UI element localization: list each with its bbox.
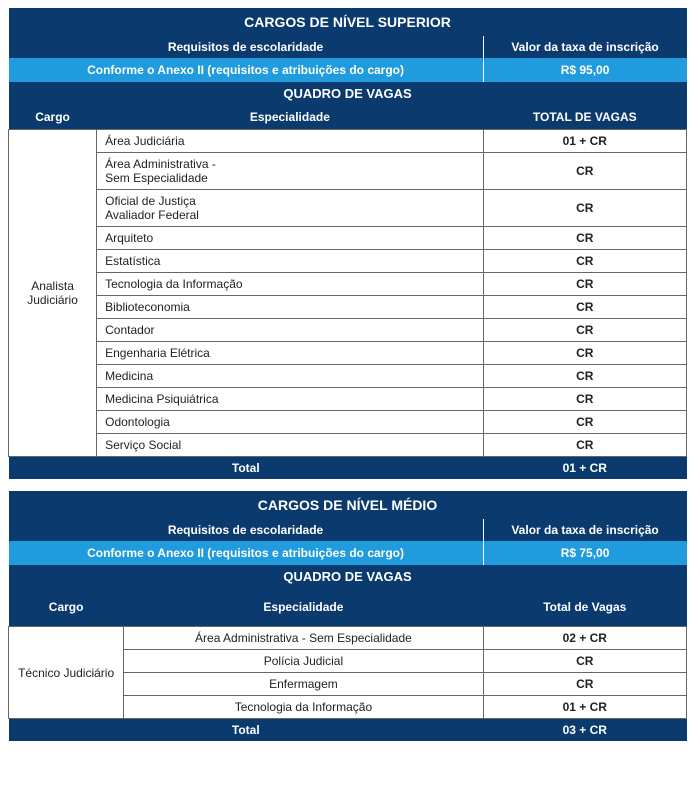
vagas-cell: CR (483, 296, 686, 319)
total-label-medio: Total (9, 719, 484, 742)
vagas-cell: CR (483, 650, 686, 673)
vagas-cell: CR (483, 273, 686, 296)
vagas-cell: CR (483, 190, 686, 227)
total-label-superior: Total (9, 457, 484, 480)
vagas-cell: 01 + CR (483, 696, 686, 719)
vagas-cell: CR (483, 227, 686, 250)
especialidade-cell: Área Administrativa - Sem Especialidade (97, 153, 483, 190)
sub-requisitos-medio: Requisitos de escolaridade (9, 519, 484, 541)
vagas-cell: 01 + CR (483, 130, 686, 153)
especialidade-cell: Medicina Psiquiátrica (97, 388, 483, 411)
especialidade-cell: Arquiteto (97, 227, 483, 250)
especialidade-cell: Tecnologia da Informação (124, 696, 483, 719)
sub-taxa-medio: Valor da taxa de inscrição (483, 519, 686, 541)
tabela-medio: CARGOS DE NÍVEL MÉDIO Requisitos de esco… (8, 491, 687, 741)
vagas-cell: 02 + CR (483, 627, 686, 650)
accent-requisitos-medio: Conforme o Anexo II (requisitos e atribu… (9, 541, 484, 565)
especialidade-cell: Oficial de JustiçaAvaliador Federal (97, 190, 483, 227)
especialidade-cell: Tecnologia da Informação (97, 273, 483, 296)
accent-taxa: R$ 95,00 (483, 58, 686, 82)
especialidade-cell: Estatística (97, 250, 483, 273)
especialidade-cell: Medicina (97, 365, 483, 388)
col-total: TOTAL DE VAGAS (483, 105, 686, 130)
vagas-cell: CR (483, 673, 686, 696)
vagas-cell: CR (483, 342, 686, 365)
especialidade-cell: Serviço Social (97, 434, 483, 457)
tabela-superior: CARGOS DE NÍVEL SUPERIOR Requisitos de e… (8, 8, 687, 479)
especialidade-cell: Contador (97, 319, 483, 342)
vagas-cell: CR (483, 434, 686, 457)
vagas-cell: CR (483, 153, 686, 190)
titulo-medio: CARGOS DE NÍVEL MÉDIO (9, 491, 687, 519)
total-valor-superior: 01 + CR (483, 457, 686, 480)
cargo-cell: Analista Judiciário (9, 130, 97, 457)
vagas-cell: CR (483, 365, 686, 388)
titulo-superior: CARGOS DE NÍVEL SUPERIOR (9, 8, 687, 36)
quadro-vagas-medio: QUADRO DE VAGAS (9, 565, 687, 588)
especialidade-cell: Engenharia Elétrica (97, 342, 483, 365)
cargo-cell: Técnico Judiciário (9, 627, 124, 719)
accent-taxa-medio: R$ 75,00 (483, 541, 686, 565)
vagas-cell: CR (483, 388, 686, 411)
sub-taxa: Valor da taxa de inscrição (483, 36, 686, 58)
vagas-cell: CR (483, 319, 686, 342)
especialidade-cell: Odontologia (97, 411, 483, 434)
col-cargo: Cargo (9, 105, 97, 130)
especialidade-cell: Enfermagem (124, 673, 483, 696)
col-especialidade: Especialidade (97, 105, 483, 130)
col-especialidade-medio: Especialidade (124, 588, 483, 627)
especialidade-cell: Biblioteconomia (97, 296, 483, 319)
col-cargo-medio: Cargo (9, 588, 124, 627)
total-valor-medio: 03 + CR (483, 719, 686, 742)
especialidade-cell: Área Administrativa - Sem Especialidade (124, 627, 483, 650)
sub-requisitos: Requisitos de escolaridade (9, 36, 484, 58)
vagas-cell: CR (483, 250, 686, 273)
accent-requisitos: Conforme o Anexo II (requisitos e atribu… (9, 58, 484, 82)
especialidade-cell: Área Judiciária (97, 130, 483, 153)
col-total-medio: Total de Vagas (483, 588, 686, 627)
quadro-vagas-superior: QUADRO DE VAGAS (9, 82, 687, 105)
vagas-cell: CR (483, 411, 686, 434)
especialidade-cell: Polícia Judicial (124, 650, 483, 673)
